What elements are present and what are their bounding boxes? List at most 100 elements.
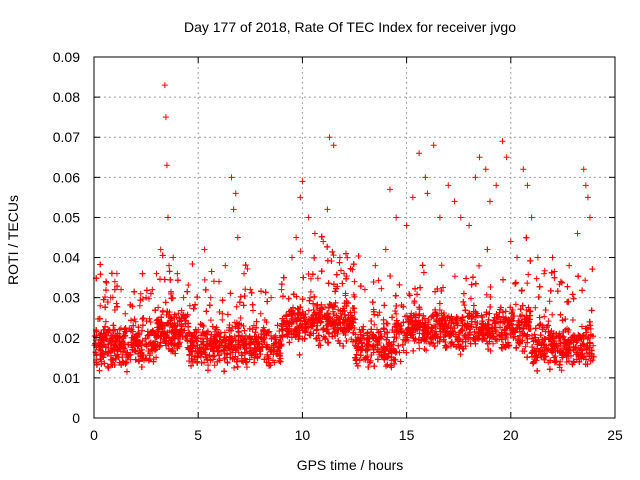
cloud-point <box>249 301 256 308</box>
cloud-point <box>274 322 281 329</box>
cloud-point <box>512 279 519 286</box>
cloud-point <box>378 349 385 356</box>
cloud-point <box>460 290 467 297</box>
cloud-point <box>324 315 331 322</box>
cloud-point <box>401 329 408 336</box>
cloud-point <box>412 314 419 321</box>
cloud-point <box>463 275 470 282</box>
cloud-point <box>137 297 144 304</box>
cloud-point <box>466 310 473 317</box>
cloud-point <box>164 308 171 315</box>
cloud-point <box>336 259 343 266</box>
cloud-point <box>448 331 455 338</box>
cloud-point <box>546 298 553 305</box>
cloud-point <box>541 267 548 274</box>
cloud-point <box>590 353 597 360</box>
cloud-point <box>324 257 331 264</box>
cloud-point <box>97 271 104 278</box>
cloud-point <box>178 323 185 330</box>
cloud-point <box>439 317 446 324</box>
cloud-point <box>468 281 475 288</box>
cloud-point <box>532 337 539 344</box>
cloud-point <box>219 310 226 317</box>
cloud-point <box>130 322 137 329</box>
cloud-point <box>273 339 280 346</box>
cloud-point <box>340 342 347 349</box>
cloud-point <box>582 277 589 284</box>
cloud-point <box>210 353 217 360</box>
cloud-point <box>147 319 154 326</box>
cloud-point <box>123 368 130 375</box>
cloud-point <box>215 344 222 351</box>
cloud-point <box>370 308 377 315</box>
cloud-point <box>447 340 454 347</box>
cloud-point <box>155 304 162 311</box>
cloud-point <box>502 334 509 341</box>
cloud-point <box>535 294 542 301</box>
cloud-point <box>382 363 389 370</box>
cloud-point <box>269 357 276 364</box>
cloud-point <box>513 344 520 351</box>
cloud-point <box>241 340 248 347</box>
cloud-point <box>371 363 378 370</box>
cloud-point <box>241 293 248 300</box>
cloud-point <box>443 343 450 350</box>
cloud-point <box>201 276 208 283</box>
cloud-point <box>583 329 590 336</box>
cloud-point <box>166 268 173 275</box>
cloud-point <box>357 331 364 338</box>
cloud-point <box>185 329 192 336</box>
cloud-point <box>577 333 584 340</box>
cloud-point <box>243 364 250 371</box>
cloud-point <box>518 287 525 294</box>
cloud-point <box>442 344 449 351</box>
cloud-point <box>380 325 387 332</box>
cloud-point <box>299 309 306 316</box>
cloud-point <box>194 294 201 301</box>
cloud-point <box>561 336 568 343</box>
cloud-point <box>551 354 558 361</box>
cloud-point <box>318 233 325 240</box>
cloud-point <box>329 248 336 255</box>
cloud-point <box>116 333 123 340</box>
cloud-point <box>497 304 504 311</box>
cloud-point <box>198 359 205 366</box>
cloud-point <box>268 335 275 342</box>
cloud-point <box>326 330 333 337</box>
cloud-point <box>138 327 145 334</box>
cloud-point <box>411 337 418 344</box>
cloud-point <box>175 331 182 338</box>
cloud-point <box>558 279 565 286</box>
cloud-point <box>454 322 461 329</box>
cloud-point <box>420 323 427 330</box>
cloud-point <box>391 323 398 330</box>
cloud-point <box>441 325 448 332</box>
cloud-point <box>165 345 172 352</box>
cloud-point <box>397 358 404 365</box>
cloud-point <box>337 267 344 274</box>
cloud-point <box>530 359 537 366</box>
cloud-point <box>159 308 166 315</box>
cloud-point <box>547 357 554 364</box>
cloud-point <box>208 331 215 338</box>
cloud-point <box>224 311 231 318</box>
cloud-point <box>438 310 445 317</box>
cloud-point <box>253 318 260 325</box>
cloud-point <box>139 322 146 329</box>
cloud-point <box>478 321 485 328</box>
cloud-point <box>425 316 432 323</box>
cloud-point <box>154 328 161 335</box>
cloud-point <box>552 353 559 360</box>
cloud-point <box>352 354 359 361</box>
cloud-point <box>260 331 267 338</box>
cloud-point <box>410 347 417 354</box>
cloud-point <box>137 290 144 297</box>
cloud-point <box>370 278 377 285</box>
cloud-point <box>406 292 413 299</box>
cloud-point <box>479 314 486 321</box>
cloud-point <box>102 318 109 325</box>
cloud-point <box>368 318 375 325</box>
cloud-point <box>497 318 504 325</box>
cloud-point <box>236 333 243 340</box>
cloud-point <box>545 318 552 325</box>
